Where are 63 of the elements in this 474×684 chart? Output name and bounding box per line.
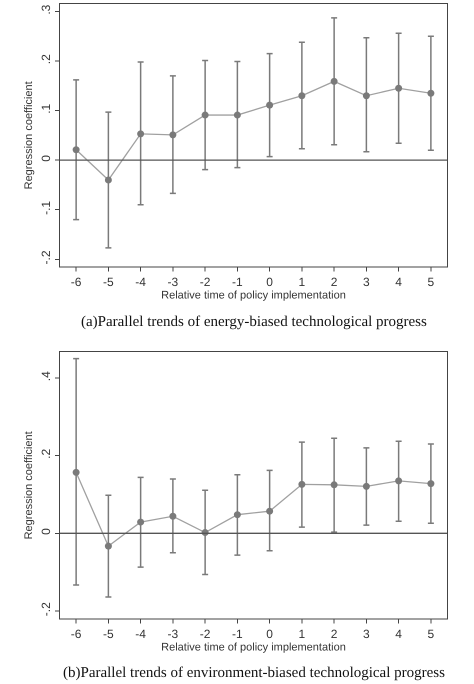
y-tick-label: .1 (39, 103, 54, 114)
x-tick-label: 5 (428, 627, 435, 642)
text: (a)Parallel trends of energy-biased technological progress (81, 314, 428, 330)
x-tick-label: 5 (428, 275, 435, 290)
x-tick-label: -2 (200, 627, 211, 642)
point (72, 146, 80, 154)
point (330, 481, 338, 488)
x-tick-label: -6 (70, 627, 82, 642)
y-tick-label: -.1 (39, 200, 54, 215)
point (298, 480, 306, 488)
y-tick-label: .2 (39, 448, 54, 459)
x-tick-label: -4 (135, 627, 146, 642)
x-tick-label: 3 (363, 627, 370, 642)
y-tick-label: .2 (39, 54, 54, 64)
point (298, 92, 306, 100)
point (169, 131, 176, 138)
x-tick-label: -3 (168, 275, 179, 290)
x-tick-label: 1 (298, 275, 306, 290)
point (234, 511, 241, 518)
x-tick-label: 4 (395, 275, 402, 290)
point (202, 112, 209, 119)
x-tick-label: 1 (298, 627, 306, 642)
point (72, 468, 80, 476)
x-tick-label: 2 (330, 627, 338, 642)
point (362, 92, 370, 100)
y-axis-title: Regression coefficient (22, 431, 35, 540)
y-tick-label: 0 (39, 154, 54, 162)
x-tick-label: 0 (266, 275, 274, 290)
x-tick-label: 2 (330, 275, 338, 290)
x-tick-label: 0 (266, 627, 274, 642)
point (104, 542, 112, 550)
x-tick-label: -6 (70, 275, 82, 290)
point (330, 78, 338, 85)
y-tick-label: 0 (39, 528, 54, 535)
point (137, 518, 144, 526)
x-tick-label: -3 (168, 627, 179, 642)
point (104, 176, 112, 184)
point (395, 477, 402, 484)
y-tick-label: -.2 (39, 250, 54, 264)
x-tick-label: 4 (395, 627, 402, 642)
x-tick-label: 3 (363, 275, 370, 290)
y-tick-label: -.2 (39, 602, 54, 616)
x-tick-label: -4 (135, 275, 146, 290)
x-tick-label: -2 (200, 275, 211, 290)
point (427, 90, 434, 97)
x-tick-label: -5 (103, 275, 114, 290)
point (169, 512, 176, 520)
text: (b)Parallel trends of environment-biased technological progress (63, 665, 446, 681)
point (266, 102, 274, 109)
x-tick-label: -5 (103, 627, 114, 642)
y-tick-label: .3 (39, 4, 54, 15)
y-axis-title: Regression coefficient (22, 81, 35, 190)
point (427, 480, 434, 488)
point (137, 130, 144, 138)
point (395, 84, 402, 92)
point (362, 482, 370, 490)
x-tick-label: -1 (232, 275, 244, 290)
point (266, 508, 274, 515)
y-tick-label: .4 (39, 370, 54, 382)
point (234, 112, 241, 119)
x-axis-title: Relative time of policy implementation (161, 641, 346, 654)
x-axis-title: Relative time of policy implementation (161, 289, 346, 302)
x-tick-label: -1 (232, 627, 244, 642)
